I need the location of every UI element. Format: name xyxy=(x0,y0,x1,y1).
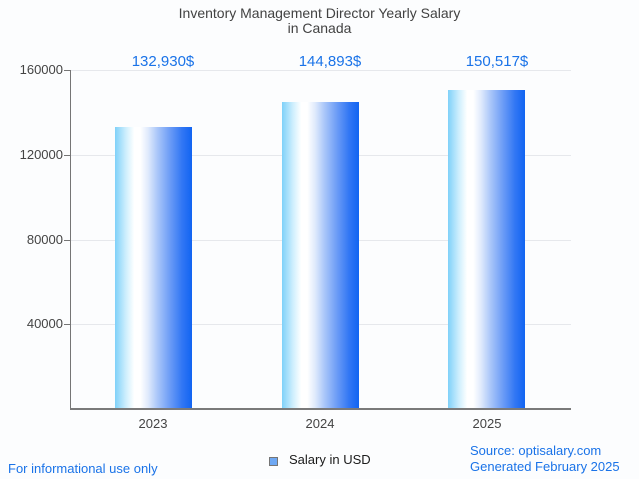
y-axis-tick-mark xyxy=(64,70,70,71)
bar-2023[interactable] xyxy=(115,127,192,409)
x-axis-label-2025: 2025 xyxy=(472,416,502,431)
bar-2025[interactable] xyxy=(448,90,525,409)
y-axis-line xyxy=(70,70,71,409)
y-axis-tick-label: 120000 xyxy=(19,147,63,162)
legend-swatch-icon xyxy=(269,457,278,466)
bar-value-label: 150,517$ xyxy=(465,53,529,70)
source-link[interactable]: Source: optisalary.com xyxy=(470,443,602,458)
y-axis-tick-mark xyxy=(64,240,70,241)
y-axis-tick-mark xyxy=(64,324,70,325)
y-axis-tick-label: 80000 xyxy=(26,232,63,247)
disclaimer-text: For informational use only xyxy=(8,461,158,476)
bar-value-label: 144,893$ xyxy=(298,53,362,70)
bar-2024[interactable] xyxy=(282,102,359,409)
x-axis-label-2023: 2023 xyxy=(138,416,168,431)
chart-title-line1: Inventory Management Director Yearly Sal… xyxy=(178,5,461,21)
x-axis-baseline xyxy=(70,408,571,410)
chart-title-line2: in Canada xyxy=(287,20,352,36)
y-axis-tick-label: 160000 xyxy=(19,62,63,77)
y-axis-tick-label: 40000 xyxy=(26,316,63,331)
legend-label: Salary in USD xyxy=(289,452,371,467)
chart-title: Inventory Management Director Yearly Sal… xyxy=(0,6,639,36)
x-axis-label-2024: 2024 xyxy=(305,416,335,431)
y-axis-tick-mark xyxy=(64,155,70,156)
bar-value-label: 132,930$ xyxy=(131,53,195,70)
generated-date: Generated February 2025 xyxy=(470,459,620,474)
gridline-160000 xyxy=(70,70,571,71)
source-block: Source: optisalary.com Generated Februar… xyxy=(470,443,620,475)
